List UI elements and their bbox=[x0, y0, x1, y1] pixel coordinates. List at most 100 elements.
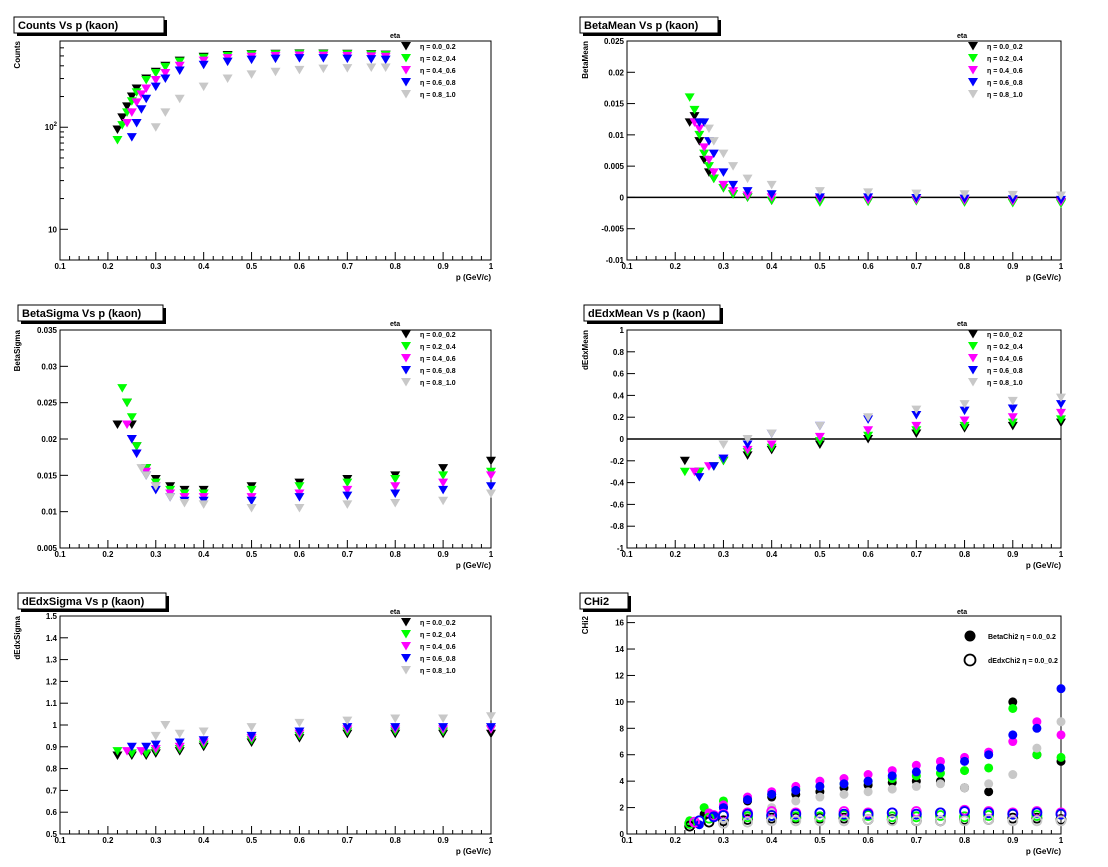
x-tick-label: 0.7 bbox=[342, 550, 354, 559]
series-0-4-0-6 bbox=[122, 420, 496, 502]
x-tick-label: 0.7 bbox=[911, 262, 923, 271]
data-point bbox=[112, 751, 123, 761]
series-0-6-0-8 bbox=[126, 723, 496, 752]
data-point bbox=[1007, 396, 1018, 406]
y-tick-label: 0.005 bbox=[37, 544, 58, 553]
data-point bbox=[150, 69, 161, 78]
data-point bbox=[122, 398, 133, 408]
legend-entry: η = 0.8_1.0 bbox=[420, 92, 456, 99]
legend-marker bbox=[401, 378, 411, 387]
data-point bbox=[863, 193, 874, 202]
data-point bbox=[742, 440, 753, 449]
chart-title: CHi2 bbox=[584, 596, 609, 608]
data-point bbox=[390, 474, 401, 484]
y-tick-label: 0.5 bbox=[46, 830, 58, 839]
data-point bbox=[935, 756, 945, 766]
legend-marker bbox=[968, 42, 978, 51]
x-tick-label: 0.7 bbox=[342, 836, 354, 845]
plot-frame bbox=[626, 615, 1062, 835]
data-point bbox=[112, 747, 123, 756]
series-0-2-0-4 bbox=[679, 415, 1066, 477]
data-point bbox=[708, 174, 719, 184]
legend-entry: η = 0.2_0.4 bbox=[420, 56, 456, 63]
data-point bbox=[366, 55, 377, 64]
y-tick-label: 0.2 bbox=[613, 413, 625, 422]
data-point bbox=[814, 193, 825, 202]
data-point bbox=[1032, 717, 1042, 727]
data-point bbox=[141, 76, 152, 85]
legend-marker bbox=[968, 354, 978, 363]
data-point bbox=[838, 815, 850, 827]
data-point bbox=[294, 504, 305, 513]
data-point bbox=[165, 493, 176, 502]
legend-marker bbox=[963, 653, 977, 667]
x-tick-label: 0.3 bbox=[718, 836, 730, 845]
y-tick-label: 0.7 bbox=[46, 786, 58, 795]
data-point bbox=[708, 462, 719, 471]
data-point bbox=[1056, 730, 1066, 740]
data-point bbox=[703, 162, 714, 171]
legend-marker bbox=[401, 630, 411, 639]
y-tick-label: 0.025 bbox=[604, 37, 625, 46]
y-tick-label: 0.01 bbox=[41, 508, 57, 517]
y-tick-label: 1.1 bbox=[46, 699, 58, 708]
x-tick-label: 1 bbox=[489, 836, 494, 845]
data-point bbox=[959, 190, 970, 199]
y-axis-title: BetaMean bbox=[581, 41, 590, 79]
y-tick-label: 0.9 bbox=[46, 743, 58, 752]
data-point bbox=[1032, 743, 1042, 753]
data-point bbox=[366, 63, 377, 72]
panel-betasigma: BetaSigma Vs p (kaon)0.1 0.2 0.3 0.4 0.5 0.6 0… bbox=[13, 304, 496, 570]
y-axis: 0.005 0.01 0.015 0.02 0.025 0.03 0.035 bbox=[37, 326, 68, 553]
x-tick-label: 1 bbox=[1059, 262, 1064, 271]
legend-marker bbox=[401, 666, 411, 675]
legend-marker bbox=[968, 366, 978, 375]
data-point bbox=[684, 818, 696, 829]
data-point bbox=[959, 194, 970, 204]
legend-entry: BetaChi2 η = 0.0_0.2 bbox=[988, 634, 1056, 641]
legend: eta η = 0.0_0.2 η = 0.2_0.4 η = 0.4_0.6 η = … bbox=[957, 33, 1023, 99]
series-dedxchi2-blue bbox=[693, 806, 1067, 827]
data-point bbox=[174, 729, 185, 739]
y-tick-label: 0.8 bbox=[613, 348, 625, 357]
x-tick-label: 1 bbox=[1059, 836, 1064, 845]
data-point bbox=[150, 76, 161, 85]
y-axis-title: CHi2 bbox=[581, 615, 590, 634]
data-point bbox=[342, 491, 353, 501]
data-point bbox=[742, 808, 753, 820]
data-point bbox=[766, 810, 778, 821]
data-point bbox=[294, 65, 305, 75]
series-betachi2-blue bbox=[694, 684, 1066, 830]
data-point bbox=[790, 815, 802, 827]
data-point bbox=[1007, 808, 1019, 820]
data-point bbox=[910, 815, 922, 827]
data-point bbox=[863, 413, 874, 422]
x-tick-label: 0.5 bbox=[814, 836, 826, 845]
x-axis: 0.1 0.2 0.3 0.4 0.5 0.6 0.7 0.8 0.9 1 bbox=[54, 540, 494, 559]
y-tick-label: 1.2 bbox=[46, 677, 58, 686]
data-point bbox=[699, 118, 710, 127]
data-point bbox=[438, 714, 449, 723]
data-point bbox=[694, 124, 705, 134]
data-point bbox=[766, 440, 777, 449]
data-point bbox=[380, 63, 391, 72]
y-tick-label: 0.6 bbox=[46, 808, 58, 817]
x-tick-label: 0.4 bbox=[198, 550, 210, 559]
data-point bbox=[380, 55, 391, 65]
x-tick-label: 0.6 bbox=[294, 836, 306, 845]
data-point bbox=[117, 384, 128, 393]
x-tick-label: 1 bbox=[489, 262, 494, 271]
data-point bbox=[486, 729, 496, 739]
data-point bbox=[126, 435, 137, 444]
data-point bbox=[122, 119, 133, 128]
title-box bbox=[579, 16, 719, 34]
x-tick-label: 0.3 bbox=[150, 550, 162, 559]
data-point bbox=[862, 814, 874, 825]
legend-entry: η = 0.4_0.6 bbox=[420, 356, 456, 363]
legend-marker bbox=[401, 42, 411, 51]
x-tick-label: 0.9 bbox=[438, 550, 450, 559]
data-point bbox=[708, 149, 719, 159]
data-point bbox=[863, 776, 873, 786]
legend-entry: η = 0.4_0.6 bbox=[420, 68, 456, 75]
data-point bbox=[814, 811, 826, 823]
